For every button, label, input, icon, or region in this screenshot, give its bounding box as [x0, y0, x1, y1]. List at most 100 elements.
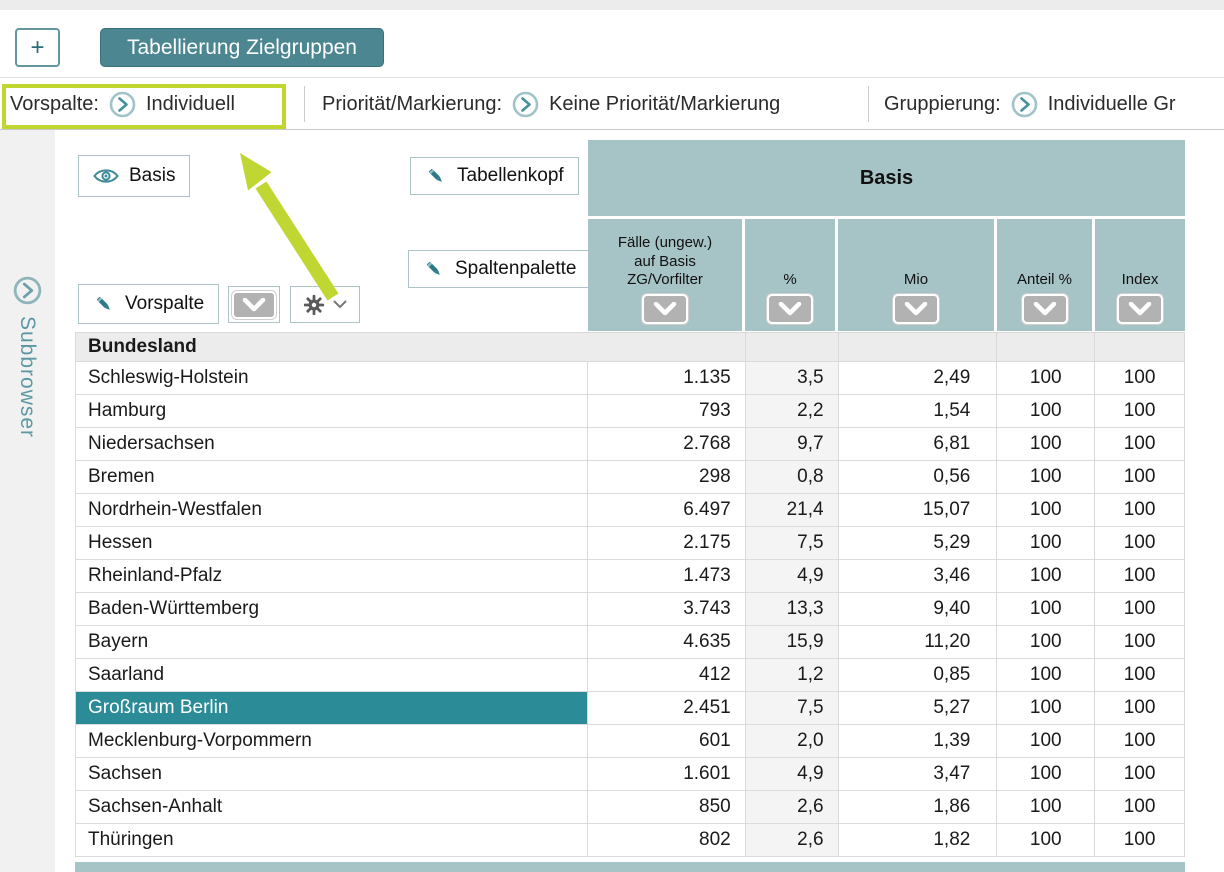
data-cell-index: 100 — [1094, 791, 1184, 823]
table-row: Bayern 4.635 15,9 11,20 100 100 — [76, 626, 1184, 659]
row-label-cell[interactable]: Baden-Württemberg — [76, 593, 589, 625]
data-cell-index: 100 — [1094, 560, 1184, 592]
data-cell-faelle: 2.451 — [683, 697, 731, 718]
subbrowser-sidebar: Subbrowser — [0, 130, 55, 872]
data-cell-percent: 2,2 — [744, 395, 838, 427]
data-cell-faelle: 2.768 — [683, 433, 731, 454]
table-row: Großraum Berlin 2.451 7,5 5,27 100 100 — [76, 692, 1184, 725]
data-cell-index: 100 — [1094, 593, 1184, 625]
data-cell-anteil: 100 — [996, 593, 1094, 625]
pencil-icon — [423, 258, 445, 280]
row-label-cell[interactable]: Rheinland-Pfalz — [76, 560, 589, 592]
data-cell-anteil: 100 — [996, 461, 1094, 493]
column-header-index[interactable]: Index — [1095, 219, 1185, 331]
report-title-tab[interactable]: Tabellierung Zielgruppen — [100, 28, 384, 67]
data-cell-anteil: 100 — [996, 560, 1094, 592]
table-group-header: Basis — [588, 140, 1185, 216]
row-label-cell[interactable]: Schleswig-Holstein — [76, 362, 589, 394]
row-label-cell[interactable]: Saarland — [76, 659, 589, 691]
column-header-percent[interactable]: % — [745, 219, 835, 331]
chevron-down-badge-icon[interactable] — [1117, 294, 1163, 324]
circle-chevron-right-icon[interactable] — [512, 91, 539, 118]
row-label-cell[interactable]: Hessen — [76, 527, 589, 559]
row-label-cell[interactable]: Sachsen-Anhalt — [76, 791, 589, 823]
data-cell-anteil: 100 — [996, 527, 1094, 559]
data-cell-index: 100 — [1094, 824, 1184, 856]
data-cell-percent: 4,9 — [744, 560, 838, 592]
table-body: Schleswig-Holstein 1.135 3,5 2,49 100 10… — [75, 362, 1185, 857]
divider — [868, 86, 869, 122]
data-cell-anteil: 100 — [996, 758, 1094, 790]
pencil-icon — [425, 165, 447, 187]
basis-button-label: Basis — [129, 165, 176, 186]
spaltenpalette-button[interactable]: Spaltenpalette — [408, 250, 592, 288]
empty-cell — [744, 333, 838, 361]
row-label-cell[interactable]: Bayern — [76, 626, 589, 658]
spaltenpalette-button-label: Spaltenpalette — [455, 258, 577, 279]
chevron-down-badge-icon[interactable] — [767, 294, 813, 324]
table-row: Sachsen 1.601 4,9 3,47 100 100 — [76, 758, 1184, 791]
column-header-row: Fälle (ungew.) auf Basis ZG/Vorfilter % … — [588, 219, 1185, 331]
data-cell-faelle: 298 — [699, 466, 731, 487]
data-cell-percent: 7,5 — [744, 692, 838, 724]
data-cell-mio: 9,40 — [837, 593, 997, 625]
column-options-button[interactable] — [228, 286, 280, 323]
add-tab-button[interactable]: + — [15, 28, 60, 67]
tabellenkopf-button-label: Tabellenkopf — [457, 165, 564, 186]
chevron-down-badge-icon[interactable] — [642, 294, 688, 324]
data-cell-mio: 3,47 — [837, 758, 997, 790]
table-row: Thüringen 802 2,6 1,82 100 100 — [76, 824, 1184, 857]
table-row: Bremen 298 0,8 0,56 100 100 — [76, 461, 1184, 494]
plus-icon: + — [30, 33, 45, 61]
data-cell-mio: 5,27 — [837, 692, 997, 724]
table-row: Hamburg 793 2,2 1,54 100 100 — [76, 395, 1184, 428]
chevron-down-badge-icon[interactable] — [893, 294, 939, 324]
table-row: Baden-Württemberg 3.743 13,3 9,40 100 10… — [76, 593, 1184, 626]
data-cell-index: 100 — [1094, 461, 1184, 493]
chevron-down-badge-icon[interactable] — [1021, 294, 1068, 324]
column-title: Anteil % — [1016, 271, 1073, 289]
data-cell-percent: 7,5 — [744, 527, 838, 559]
setting-vorspalte[interactable]: Vorspalte: Individuell — [10, 78, 235, 130]
row-label-cell[interactable]: Nordrhein-Westfalen — [76, 494, 589, 526]
data-cell-faelle: 4.635 — [683, 631, 731, 652]
data-cell-faelle: 1.601 — [683, 763, 731, 784]
table-row: Mecklenburg-Vorpommern 601 2,0 1,39 100 … — [76, 725, 1184, 758]
circle-chevron-right-icon[interactable] — [13, 276, 42, 305]
column-header-faelle[interactable]: Fälle (ungew.) auf Basis ZG/Vorfilter — [588, 219, 742, 331]
basis-button[interactable]: Basis — [78, 155, 191, 197]
settings-bar: Vorspalte: Individuell Priorität/Markier… — [0, 77, 1224, 130]
row-label-cell[interactable]: Mecklenburg-Vorpommern — [76, 725, 589, 757]
data-cell-anteil: 100 — [996, 824, 1094, 856]
data-cell-anteil: 100 — [996, 659, 1094, 691]
setting-prioritaet-markierung[interactable]: Priorität/Markierung: Keine Priorität/Ma… — [322, 78, 780, 130]
section-header-row: Bundesland — [75, 332, 1185, 362]
row-label-cell[interactable]: Thüringen — [76, 824, 589, 856]
empty-cell — [996, 333, 1095, 361]
tabellenkopf-button[interactable]: Tabellenkopf — [410, 157, 579, 195]
data-cell-faelle: 3.743 — [683, 598, 731, 619]
row-label-cell[interactable]: Großraum Berlin — [76, 692, 589, 724]
data-cell-mio: 11,20 — [837, 626, 997, 658]
subbrowser-label[interactable]: Subbrowser — [16, 316, 39, 439]
row-label-cell[interactable]: Sachsen — [76, 758, 589, 790]
data-cell-faelle: 601 — [699, 730, 731, 751]
setting-gruppierung[interactable]: Gruppierung: Individuelle Gr — [884, 78, 1176, 130]
table-row: Hessen 2.175 7,5 5,29 100 100 — [76, 527, 1184, 560]
column-header-mio[interactable]: Mio — [838, 219, 994, 331]
data-cell-faelle: 412 — [699, 664, 731, 685]
setting-label: Vorspalte: — [10, 92, 99, 115]
row-label-cell[interactable]: Hamburg — [76, 395, 589, 427]
table-settings-button[interactable] — [290, 286, 360, 323]
circle-chevron-right-icon[interactable] — [1011, 91, 1038, 118]
column-title: Mio — [903, 271, 929, 289]
data-cell-mio: 15,07 — [837, 494, 997, 526]
column-header-anteil[interactable]: Anteil % — [997, 219, 1092, 331]
circle-chevron-right-icon[interactable] — [109, 91, 136, 118]
data-cell-faelle: 850 — [699, 796, 731, 817]
row-label-cell[interactable]: Bremen — [76, 461, 589, 493]
next-section-header-partial — [75, 862, 1185, 872]
vorspalte-button[interactable]: Vorspalte — [78, 284, 220, 324]
row-label-cell[interactable]: Niedersachsen — [76, 428, 589, 460]
table-row: Rheinland-Pfalz 1.473 4,9 3,46 100 100 — [76, 560, 1184, 593]
